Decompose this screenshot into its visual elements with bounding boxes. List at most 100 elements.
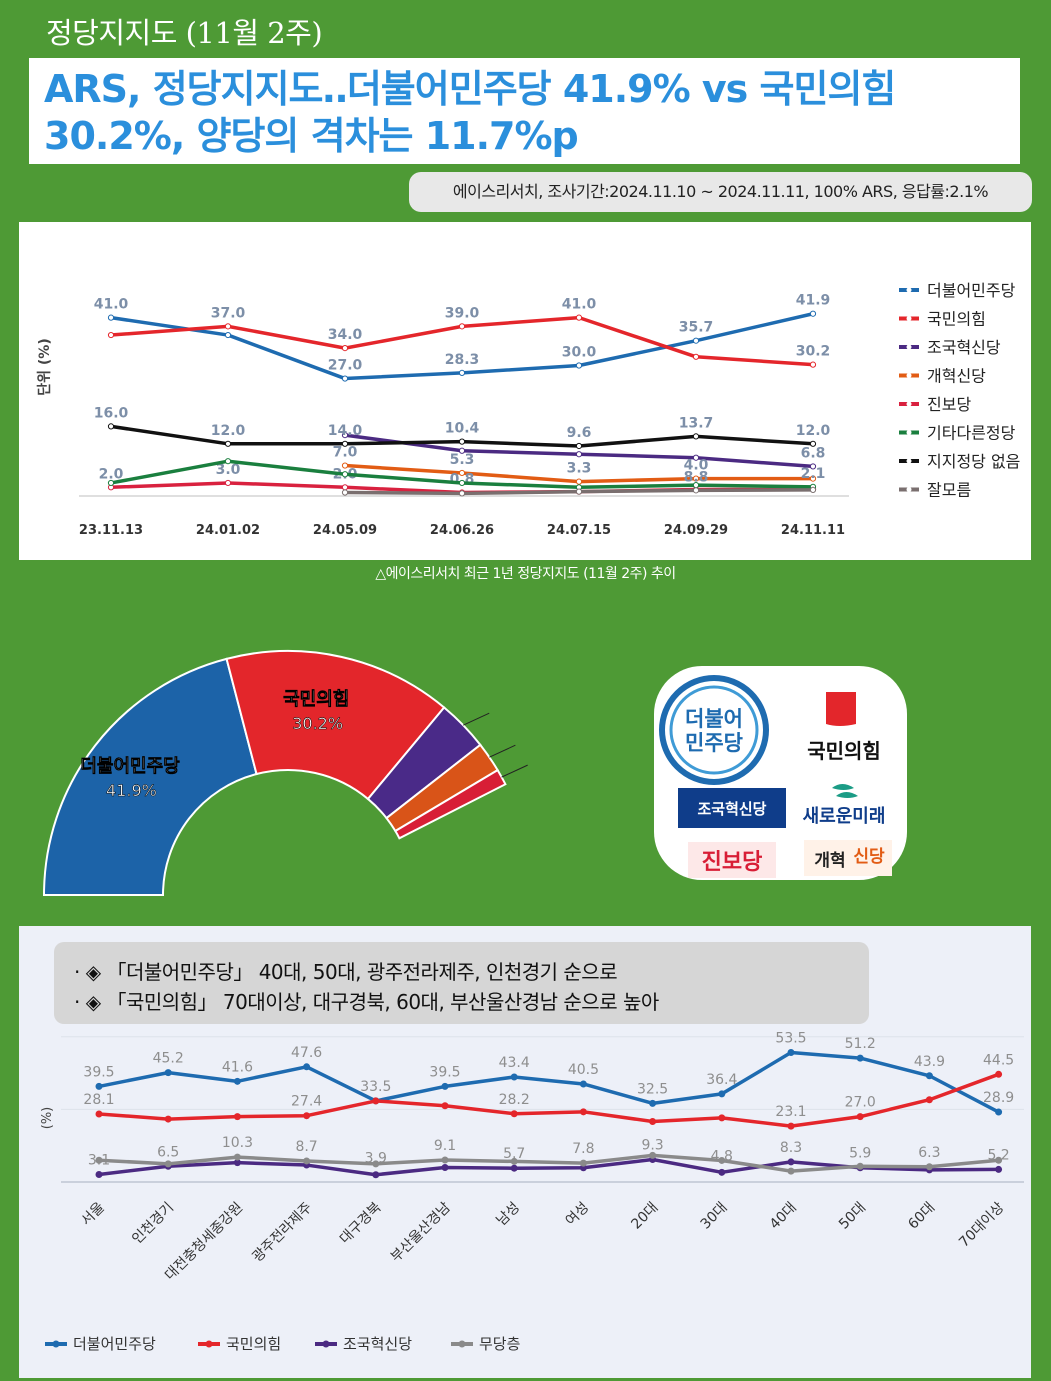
demo-data-label: 41.6 — [222, 1059, 253, 1075]
demo-point — [441, 1156, 449, 1164]
trend-point — [809, 463, 817, 470]
trend-legend-dot — [906, 487, 912, 492]
demo-data-label: 27.0 — [845, 1095, 876, 1111]
demo-data-label: 10.3 — [222, 1135, 253, 1151]
demo-point — [579, 1159, 587, 1167]
demo-data-label: 45.2 — [153, 1051, 184, 1067]
demo-legend-dot — [205, 1340, 213, 1348]
demo-point — [441, 1163, 449, 1171]
demo-point — [718, 1156, 726, 1164]
trend-data-label: 41.9 — [796, 293, 831, 309]
demo-point — [995, 1070, 1003, 1078]
trend-data-label: 39.0 — [445, 305, 480, 321]
trend-data-label: 2.1 — [801, 466, 826, 482]
seat-slice-4 — [394, 768, 507, 840]
minjoo-logo: 더불어 민주당 — [659, 675, 769, 785]
demo-tick-label: 40대 — [767, 1200, 800, 1233]
trend-point — [809, 361, 817, 368]
summary-bullet-2: · ◈ 「국민의힘」 70대이상, 대구경북, 60대, 부산울산경남 순으로 … — [74, 990, 659, 1014]
trend-point — [809, 440, 817, 447]
trend-tick-label: 24.01.02 — [196, 523, 260, 538]
demo-tick-label: 남성 — [493, 1200, 523, 1230]
demo-data-label: 28.1 — [83, 1092, 114, 1108]
trend-point — [107, 331, 115, 339]
trend-point — [575, 451, 583, 458]
trend-point — [458, 323, 466, 330]
trend-point — [692, 337, 700, 344]
demo-legend-label: 국민의힘 — [226, 1335, 281, 1353]
seat-slice-value: 41.9% — [106, 781, 157, 800]
demo-tick-label: 50대 — [836, 1200, 869, 1233]
trend-data-label: 41.0 — [562, 297, 597, 313]
trend-legend-dot — [906, 373, 912, 378]
trend-legend-label: 더불어민주당 — [927, 281, 1016, 300]
demo-tick-label: 광주전라제주 — [249, 1199, 315, 1265]
demo-point — [441, 1082, 449, 1090]
trend-point — [458, 438, 466, 445]
demo-tick-label: 대구경북 — [337, 1199, 385, 1247]
demo-point — [233, 1153, 241, 1161]
trend-data-label: 37.0 — [211, 305, 246, 321]
demo-legend-dot — [322, 1340, 330, 1348]
demo-point — [718, 1168, 726, 1176]
trend-tick-label: 24.06.26 — [430, 523, 494, 538]
demo-point — [718, 1114, 726, 1122]
demo-legend-dot — [52, 1340, 60, 1348]
survey-info: 에이스리서치, 조사기간:2024.11.10 ~ 2024.11.11, 10… — [409, 172, 1032, 212]
demo-point — [303, 1157, 311, 1165]
demo-point — [164, 1115, 172, 1123]
demo-tick-label: 서울 — [78, 1199, 108, 1229]
demo-point — [579, 1080, 587, 1088]
headline-line-1: ARS, 정당지지도‥더불어민주당 41.9% vs 국민의힘 — [44, 67, 896, 111]
trend-legend-dot — [906, 344, 912, 350]
trend-legend-label: 지지정당 없음 — [927, 452, 1020, 471]
trend-data-label: 30.0 — [562, 345, 597, 361]
demo-data-label: 39.5 — [429, 1064, 460, 1080]
trend-point — [341, 489, 349, 496]
demo-data-label: 36.4 — [706, 1072, 737, 1088]
demo-data-label: 23.1 — [775, 1104, 806, 1120]
trend-legend-label: 조국혁신당 — [927, 338, 1001, 357]
summary-box: · ◈ 「더불어민주당」 40대, 50대, 광주전라제주, 인천경기 순으로 … — [54, 942, 869, 1024]
trend-point — [341, 484, 349, 491]
demo-point — [233, 1077, 241, 1085]
demo-tick-label: 60대 — [905, 1200, 938, 1233]
trend-point — [341, 432, 349, 439]
trend-data-label: 35.7 — [679, 320, 714, 336]
trend-tick-label: 23.11.13 — [79, 523, 143, 538]
demo-point — [856, 1113, 864, 1121]
trend-data-label: 13.7 — [679, 415, 714, 431]
demo-data-label: 43.4 — [499, 1055, 530, 1071]
demo-data-label: 8.7 — [295, 1139, 317, 1155]
demo-data-label: 6.5 — [157, 1144, 179, 1160]
trend-data-label: 41.0 — [94, 297, 129, 313]
demo-point — [372, 1097, 380, 1105]
trend-data-label: 4.0 — [684, 458, 709, 474]
demo-point — [164, 1069, 172, 1077]
trend-point — [458, 369, 466, 376]
seat-leader-line — [501, 764, 528, 778]
seat-slice-0 — [42, 657, 258, 896]
demo-data-label: 9.1 — [434, 1138, 456, 1154]
trend-chart: 단위 (%) 23.11.13 24.01.02 24.05.09 24.06.26 24… — [36, 281, 1020, 538]
trend-data-label: 16.0 — [94, 405, 129, 421]
newfuture-logo: 새로운미래 — [803, 784, 885, 827]
trend-legend-dot — [906, 287, 912, 293]
trend-data-label: 3.0 — [216, 462, 241, 478]
demo-data-label: 33.5 — [360, 1079, 391, 1095]
rebuild-logo: 조국혁신당 — [678, 788, 786, 828]
demo-point — [649, 1099, 657, 1107]
demo-point — [303, 1063, 311, 1071]
demo-point — [233, 1113, 241, 1121]
demo-data-label: 43.9 — [914, 1054, 945, 1070]
trend-point — [341, 462, 349, 469]
demo-point — [925, 1096, 933, 1104]
trend-point — [224, 479, 232, 487]
demo-data-label: 51.2 — [845, 1036, 876, 1052]
trend-data-label: 6.8 — [801, 445, 826, 461]
trend-point — [224, 323, 232, 330]
demo-point — [233, 1159, 241, 1167]
trend-point — [809, 310, 817, 317]
demo-point — [95, 1170, 103, 1178]
